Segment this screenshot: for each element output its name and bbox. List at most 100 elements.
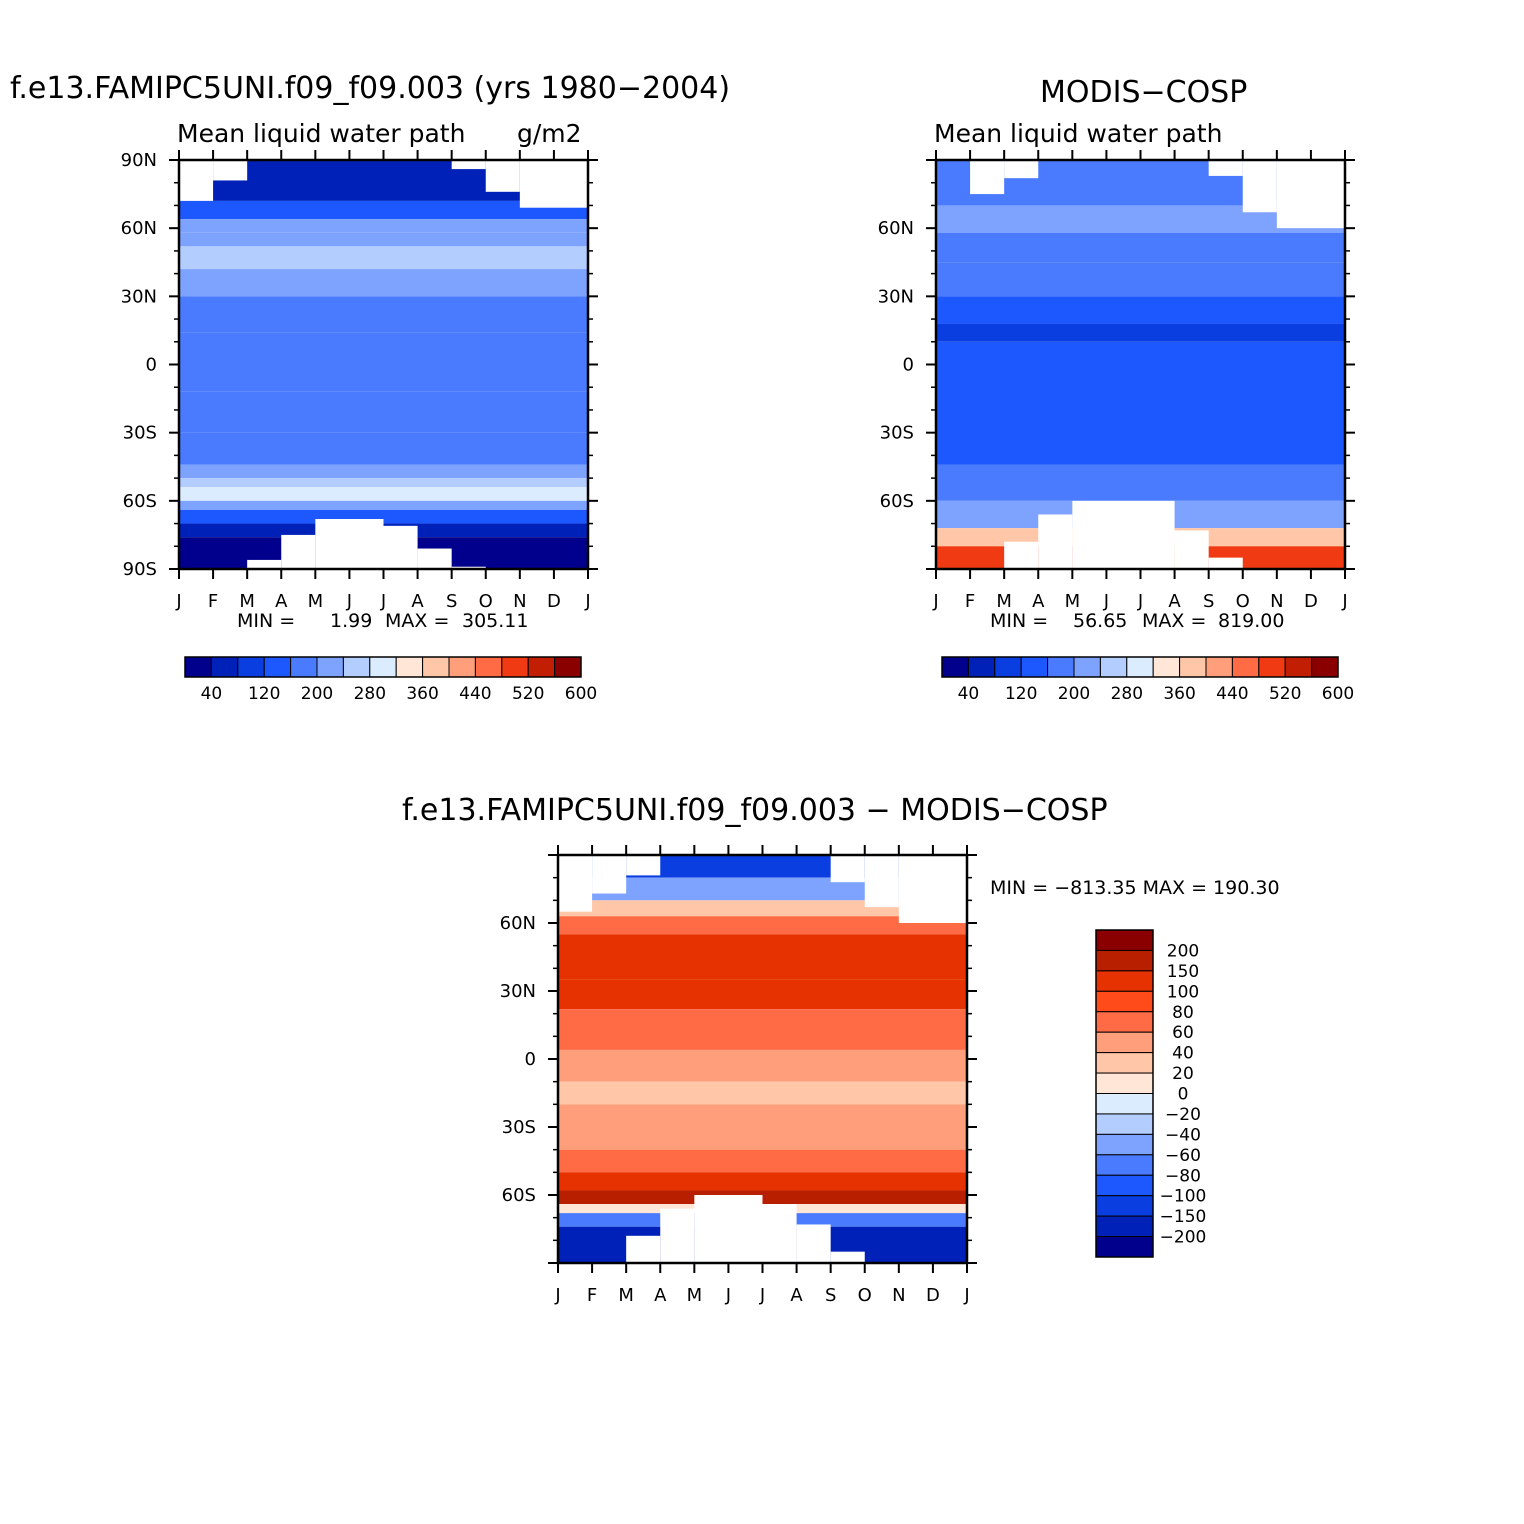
- panel-2-ylabel-3: 30S: [502, 1117, 536, 1138]
- model-max-label: MAX =: [385, 610, 450, 632]
- diff-colorbar-swatch-9: [1095, 1113, 1154, 1135]
- colorbar-1-swatch-2: [994, 656, 1022, 678]
- panel-0-band-13: [179, 500, 588, 510]
- panel-1-ylabel-3: 30S: [880, 423, 914, 444]
- model-min-label: MIN =: [237, 610, 296, 632]
- colorbar-0-swatch-4: [290, 656, 318, 678]
- panel-1-ylabel-0: 60N: [878, 218, 914, 239]
- panel-0-missing-5: [247, 559, 282, 569]
- colorbar-0-label-1: 120: [248, 684, 280, 704]
- panel-0-band-1: [179, 200, 588, 220]
- panel-2-band-7: [558, 1049, 967, 1082]
- panel-1-missing-0: [970, 160, 1005, 195]
- panel-2-xlabel-0: J: [554, 1285, 560, 1306]
- panel-1-missing-3: [1242, 160, 1277, 213]
- diff-colorbar-swatch-14: [1095, 1215, 1154, 1238]
- panel-0-missing-8: [383, 525, 418, 569]
- colorbar-0-swatch-5: [316, 656, 344, 678]
- colorbar-1-label-1: 120: [1005, 684, 1037, 704]
- panel-1-xlabel-12: J: [1341, 591, 1347, 612]
- panel-2-xlabel-6: J: [759, 1285, 765, 1306]
- colorbar-0-label-5: 440: [459, 684, 491, 704]
- panel-2-band-3: [558, 916, 967, 935]
- panel-1-band-2: [936, 232, 1345, 263]
- diff-colorbar-swatch-0: [1095, 929, 1154, 951]
- panel-2-missing-10: [796, 1224, 831, 1263]
- colorbar-0-swatch-14: [554, 656, 582, 678]
- model-max-value: 305.11: [462, 610, 529, 632]
- colorbar-1-label-4: 360: [1163, 684, 1195, 704]
- diff-colorbar-label-7: 0: [1178, 1085, 1189, 1105]
- panel-2-missing-4: [864, 855, 899, 908]
- panel-2-band-9: [558, 1104, 967, 1150]
- colorbar-1-label-5: 440: [1216, 684, 1248, 704]
- colorbar-0: [184, 656, 582, 678]
- diff-colorbar-swatch-3: [1095, 990, 1154, 1013]
- diff-colorbar-swatch-10: [1095, 1133, 1154, 1156]
- diff-colorbar-swatch-2: [1095, 970, 1154, 992]
- panel-0-band-8: [179, 391, 588, 433]
- panel-0-ylabel-3: 0: [146, 355, 157, 376]
- diff-colorbar: [1095, 929, 1154, 1258]
- obs-panel-title: MODIS−COSP: [1040, 75, 1248, 110]
- panel-1-xlabel-7: A: [1168, 591, 1181, 612]
- panel-2-missing-7: [660, 1208, 695, 1263]
- panel-1-missing-1: [1004, 160, 1039, 179]
- panel-2-xlabel-4: M: [687, 1285, 703, 1306]
- panel-2-band-4: [558, 934, 967, 980]
- panel-1-xlabel-3: A: [1032, 591, 1045, 612]
- colorbar-0-label-3: 280: [354, 684, 386, 704]
- panel-1-ylabel-1: 30N: [878, 286, 914, 307]
- panel-0-xlabel-3: A: [275, 591, 288, 612]
- colorbar-0-swatch-6: [342, 656, 371, 678]
- panel-2-missing-1: [592, 855, 627, 894]
- panel-1-xlabel-2: M: [996, 591, 1012, 612]
- diff-colorbar-label-0: 200: [1167, 941, 1199, 961]
- panel-0-xlabel-5: J: [346, 591, 352, 612]
- panel-0-band-6: [179, 296, 588, 333]
- colorbar-0-swatch-11: [474, 656, 503, 678]
- panel-0-xlabel-0: J: [175, 591, 181, 612]
- model-panel-units: g/m2: [517, 119, 582, 148]
- panel-0-ylabel-1: 60N: [121, 218, 157, 239]
- panel-0-missing-7: [315, 519, 384, 569]
- colorbar-1-swatch-14: [1311, 656, 1339, 678]
- colorbar-1-label-0: 40: [958, 684, 980, 704]
- panel-1-xlabel-8: S: [1203, 591, 1214, 612]
- panel-0-band-10: [179, 464, 588, 479]
- diff-minmax: MIN = −813.35 MAX = 190.30: [990, 877, 1280, 899]
- colorbar-0-label-4: 360: [406, 684, 438, 704]
- model-panel-subtitle: Mean liquid water path: [177, 119, 466, 148]
- panel-0-xlabel-2: M: [239, 591, 255, 612]
- panel-2-xlabel-5: J: [725, 1285, 731, 1306]
- panel-2-missing-2: [626, 855, 661, 876]
- colorbar-1-swatch-11: [1231, 656, 1260, 678]
- diff-colorbar-label-8: −20: [1165, 1105, 1201, 1125]
- panel-0-ylabel-2: 30N: [121, 286, 157, 307]
- colorbar-0-label-0: 40: [201, 684, 223, 704]
- panel-1-band-5: [936, 323, 1345, 342]
- panel-1-xlabel-9: O: [1236, 591, 1250, 612]
- panel-2-xlabel-7: A: [790, 1285, 803, 1306]
- panel-1-missing-4: [1276, 160, 1345, 229]
- diff-panel-title: f.e13.FAMIPC5UNI.f09_f09.003 − MODIS−COS…: [402, 793, 1108, 828]
- colorbar-0-swatch-3: [263, 656, 292, 678]
- panel-2-xlabel-3: A: [654, 1285, 667, 1306]
- diff-colorbar-frame: [1095, 929, 1154, 1258]
- panel-0-band-11: [179, 478, 588, 488]
- colorbar-0-swatch-2: [237, 656, 265, 678]
- panel-1-field: [936, 160, 1345, 569]
- colorbar-1-label-2: 200: [1058, 684, 1090, 704]
- colorbar-1-swatch-13: [1284, 656, 1313, 678]
- colorbar-1-frame: [941, 656, 1339, 678]
- panel-2-field: [558, 855, 967, 1263]
- panel-1-band-3: [936, 262, 1345, 297]
- panel-0-band-12: [179, 487, 588, 501]
- panel-0-missing-2: [451, 160, 486, 170]
- panel-0-ylabel-4: 30S: [123, 423, 157, 444]
- panel-2-band-10: [558, 1149, 967, 1173]
- colorbar-1-swatch-4: [1047, 656, 1075, 678]
- colorbar-0-swatch-10: [448, 656, 476, 678]
- diff-colorbar-label-14: −200: [1160, 1228, 1207, 1248]
- panel-2-band-11: [558, 1172, 967, 1191]
